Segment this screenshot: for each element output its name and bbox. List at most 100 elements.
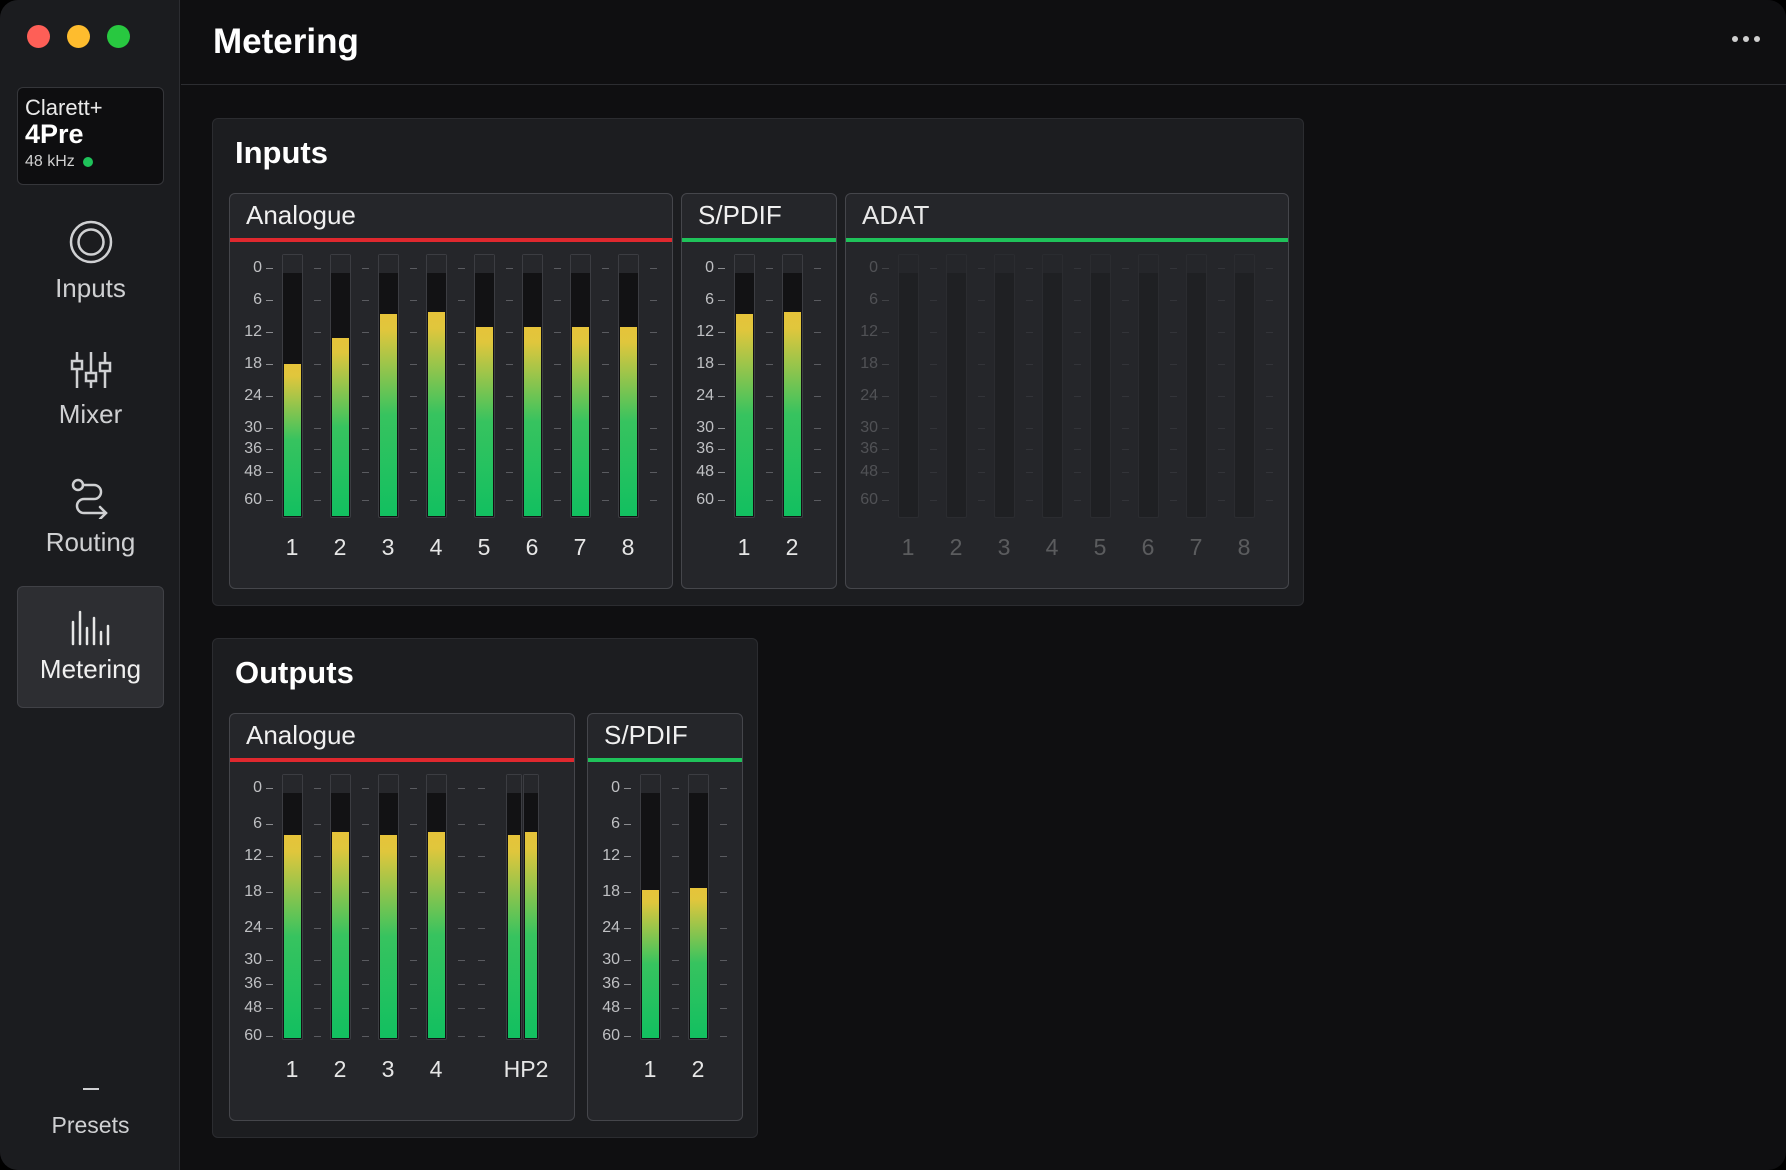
- scale-dash: [1266, 364, 1273, 365]
- nav-item-inputs[interactable]: Inputs: [17, 200, 164, 322]
- channel-label: 3: [997, 534, 1011, 560]
- scale-dash: [766, 268, 773, 269]
- scale-dash: [814, 300, 821, 301]
- scale-dash: [458, 856, 465, 857]
- level-fill: [428, 312, 445, 516]
- level-meter: [946, 254, 967, 518]
- scale-dash: [1218, 364, 1225, 365]
- scale-dash: [362, 856, 369, 857]
- scale-dash: [362, 472, 369, 473]
- nav-item-mixer[interactable]: Mixer: [17, 328, 164, 450]
- presets-button[interactable]: Presets: [17, 1070, 164, 1150]
- scale-dash: [1170, 396, 1177, 397]
- scale-dash: [1122, 449, 1129, 450]
- level-meter: [1138, 254, 1159, 518]
- scale-dash: [362, 449, 369, 450]
- scale-dash: [362, 788, 369, 789]
- clip-indicator: [1043, 255, 1062, 273]
- scale-dash: [978, 268, 985, 269]
- channel-label: 2: [333, 534, 347, 560]
- scale-dash: [650, 472, 657, 473]
- more-options-button[interactable]: [1732, 30, 1760, 48]
- scale-tick: [882, 332, 889, 333]
- channel-label: 2: [785, 534, 799, 560]
- level-meter: [474, 254, 495, 518]
- device-model: 4Pre: [25, 119, 84, 149]
- scale-dash: [458, 960, 465, 961]
- scale-tick: [266, 1036, 273, 1037]
- scale-dash: [410, 332, 417, 333]
- level-fill: [332, 338, 349, 516]
- scale-dash: [930, 332, 937, 333]
- scale-tick: [266, 960, 273, 961]
- nav-item-metering[interactable]: Metering: [17, 586, 164, 708]
- channel-label: 7: [1189, 534, 1203, 560]
- scale-dash: [554, 428, 561, 429]
- level-meter: [426, 774, 447, 1040]
- scale-tick: [882, 300, 889, 301]
- channel-label: 6: [525, 534, 539, 560]
- scale-dash: [930, 472, 937, 473]
- scale-dash: [1218, 332, 1225, 333]
- scale-dash: [1122, 500, 1129, 501]
- scale-dash: [1122, 300, 1129, 301]
- scale-dash: [362, 928, 369, 929]
- scale-label: 0: [253, 779, 262, 796]
- clip-indicator: [1091, 255, 1110, 273]
- scale-dash: [314, 892, 321, 893]
- level-meter: [426, 254, 447, 518]
- scale-dash: [458, 364, 465, 365]
- scale-label: 12: [244, 323, 262, 340]
- nav-item-routing-label: Routing: [45, 526, 136, 557]
- scale-dash: [458, 1036, 465, 1037]
- scale-tick: [718, 268, 725, 269]
- channel-label: 2: [691, 1056, 705, 1082]
- scale-dash: [314, 1036, 321, 1037]
- inputs-section: Inputs Analogue 0 6 12 18 24 30 36 48 60 1 2 3 4 5 6 7 8 S…: [212, 118, 1304, 606]
- scale-label: 18: [602, 883, 620, 900]
- scale-dash: [506, 396, 513, 397]
- scale-label: 48: [860, 463, 878, 480]
- scale-dash: [410, 268, 417, 269]
- scale-tick: [266, 364, 273, 365]
- scale-dash: [410, 500, 417, 501]
- scale-dash: [1026, 300, 1033, 301]
- level-meter: [994, 254, 1015, 518]
- scale-dash: [1122, 332, 1129, 333]
- scale-dash: [1074, 396, 1081, 397]
- level-meter: [522, 254, 543, 518]
- scale-tick: [624, 928, 631, 929]
- scale-label: 30: [696, 419, 714, 436]
- level-meter: [523, 774, 539, 1040]
- level-fill: [524, 327, 541, 516]
- scale-tick: [266, 449, 273, 450]
- scale-dash: [1074, 364, 1081, 365]
- inputs-adat-group-title: ADAT: [846, 194, 1288, 242]
- level-meter: [1042, 254, 1063, 518]
- scale-dash: [410, 472, 417, 473]
- scale-label: 18: [244, 355, 262, 372]
- scale-tick: [266, 892, 273, 893]
- scale-label: 12: [244, 847, 262, 864]
- device-card[interactable]: Clarett+ 4Pre 48 kHz: [17, 87, 164, 185]
- close-window-button[interactable]: [27, 25, 50, 48]
- clip-indicator: [995, 255, 1014, 273]
- nav-item-routing[interactable]: Routing: [17, 456, 164, 578]
- zoom-window-button[interactable]: [107, 25, 130, 48]
- inputs-spdif-group: S/PDIF 0 6 12 18 24 30 36 48 60 1 2: [681, 193, 837, 589]
- scale-dash: [314, 396, 321, 397]
- scale-dash: [410, 428, 417, 429]
- channel-label: 5: [1093, 534, 1107, 560]
- scale-dash: [506, 500, 513, 501]
- scale-dash: [1170, 472, 1177, 473]
- scale-dash: [1218, 396, 1225, 397]
- minimize-window-button[interactable]: [67, 25, 90, 48]
- clip-indicator: [427, 775, 446, 793]
- clip-indicator: [427, 255, 446, 273]
- scale-label: 0: [705, 259, 714, 276]
- level-fill: [284, 835, 301, 1038]
- scale-dash: [720, 960, 727, 961]
- scale-dash: [672, 1036, 679, 1037]
- scale-dash: [458, 396, 465, 397]
- scale-dash: [1266, 396, 1273, 397]
